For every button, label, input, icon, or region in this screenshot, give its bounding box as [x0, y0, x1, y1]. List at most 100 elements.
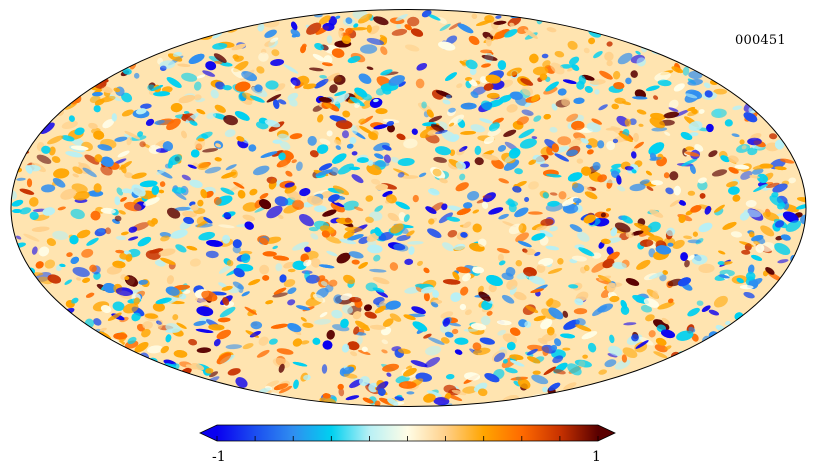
sky-blob: [469, 67, 477, 76]
sky-blob: [124, 172, 133, 179]
sky-blob: [745, 199, 757, 208]
sky-blob: [411, 306, 426, 315]
sky-blob: [197, 199, 204, 207]
sky-blob: [258, 336, 269, 346]
sky-blob: [588, 37, 596, 45]
sky-blob: [97, 229, 105, 233]
sky-blob: [557, 88, 567, 96]
sky-blob: [299, 213, 314, 227]
sky-blob: [389, 313, 402, 322]
sky-blob: [278, 385, 293, 394]
sky-blob: [687, 110, 699, 117]
sky-blob: [541, 308, 557, 320]
sky-blob: [72, 266, 90, 278]
sky-blob: [205, 61, 217, 71]
colorbar-max-label: 1: [592, 449, 601, 465]
sky-blob: [687, 78, 703, 86]
sky-blob: [287, 268, 296, 273]
sky-blob: [743, 291, 755, 299]
sky-blob: [621, 354, 628, 363]
sky-blob: [382, 363, 400, 372]
colorbar-min-label: -1: [212, 449, 226, 465]
sky-blob: [396, 234, 411, 241]
sky-blob: [266, 380, 280, 388]
sky-blob: [283, 279, 296, 288]
colorbar-max-arrow: [598, 425, 615, 441]
sky-blob: [219, 306, 236, 318]
sky-field: [11, 9, 806, 407]
colorbar-min-arrow: [200, 425, 217, 441]
sky-blob: [196, 74, 206, 79]
sky-blob: [16, 177, 26, 181]
sky-blob: [351, 174, 364, 184]
sky-blob: [265, 80, 279, 90]
sky-blob: [313, 189, 330, 195]
sky-blob: [553, 369, 566, 375]
sky-blob: [520, 78, 534, 86]
sky-blob: [740, 170, 753, 180]
sky-blob: [577, 231, 590, 242]
sky-blob: [623, 322, 637, 326]
sky-blob: [488, 283, 497, 293]
sky-blob: [653, 351, 668, 359]
sky-blob: [654, 344, 668, 353]
sky-blob: [518, 128, 535, 139]
sky-blob: [276, 348, 294, 355]
sky-blob: [442, 99, 451, 105]
sky-blob: [222, 234, 231, 244]
sky-blob: [445, 94, 452, 99]
sky-blob: [375, 108, 388, 115]
sky-blob: [597, 140, 605, 149]
sky-blob: [406, 391, 415, 395]
sky-blob: [372, 276, 390, 285]
sky-blob: [606, 41, 613, 47]
sky-blob: [212, 113, 227, 120]
sky-blob: [403, 138, 418, 149]
sky-blob: [609, 334, 615, 344]
sky-blob: [474, 145, 482, 155]
sky-blob: [616, 185, 626, 192]
sky-blob: [189, 258, 201, 267]
sky-blob: [463, 328, 479, 332]
sky-blob: [691, 333, 699, 342]
sky-blob: [635, 50, 641, 55]
sky-blob: [531, 374, 549, 385]
sky-blob: [687, 239, 701, 244]
sky-blob: [52, 230, 69, 240]
sky-blob: [29, 211, 39, 221]
sky-blob: [703, 82, 711, 89]
sky-blob: [424, 356, 441, 368]
sky-blob: [665, 187, 674, 195]
sky-blob: [528, 181, 539, 190]
sky-blob: [381, 339, 389, 345]
sky-blob: [645, 314, 655, 322]
map-id-label: 000451: [735, 33, 786, 48]
sky-blob: [614, 359, 631, 370]
sky-blob: [554, 50, 565, 58]
sky-blob: [486, 310, 493, 316]
sky-blob: [438, 212, 453, 224]
sky-blob: [713, 88, 727, 95]
sky-blob: [445, 373, 455, 380]
sky-blob: [99, 327, 107, 332]
sky-blob: [549, 126, 558, 133]
sky-blob: [341, 130, 350, 139]
sky-blob: [724, 119, 733, 127]
sky-blob: [231, 43, 247, 51]
sky-blob: [557, 258, 564, 265]
sky-blob: [551, 103, 558, 111]
sky-blob: [398, 381, 417, 389]
sky-blob: [684, 259, 690, 268]
sky-blob: [172, 314, 179, 321]
sky-blob: [462, 386, 478, 394]
sky-blob: [353, 23, 359, 28]
sky-blob: [747, 137, 762, 146]
sky-blob: [569, 224, 583, 233]
sky-blob: [19, 207, 32, 215]
sky-blob: [181, 174, 191, 181]
sky-blob: [497, 253, 504, 262]
sky-blob: [338, 387, 345, 397]
sky-blob: [407, 16, 420, 27]
sky-blob: [672, 239, 685, 249]
sky-blob: [514, 168, 523, 175]
